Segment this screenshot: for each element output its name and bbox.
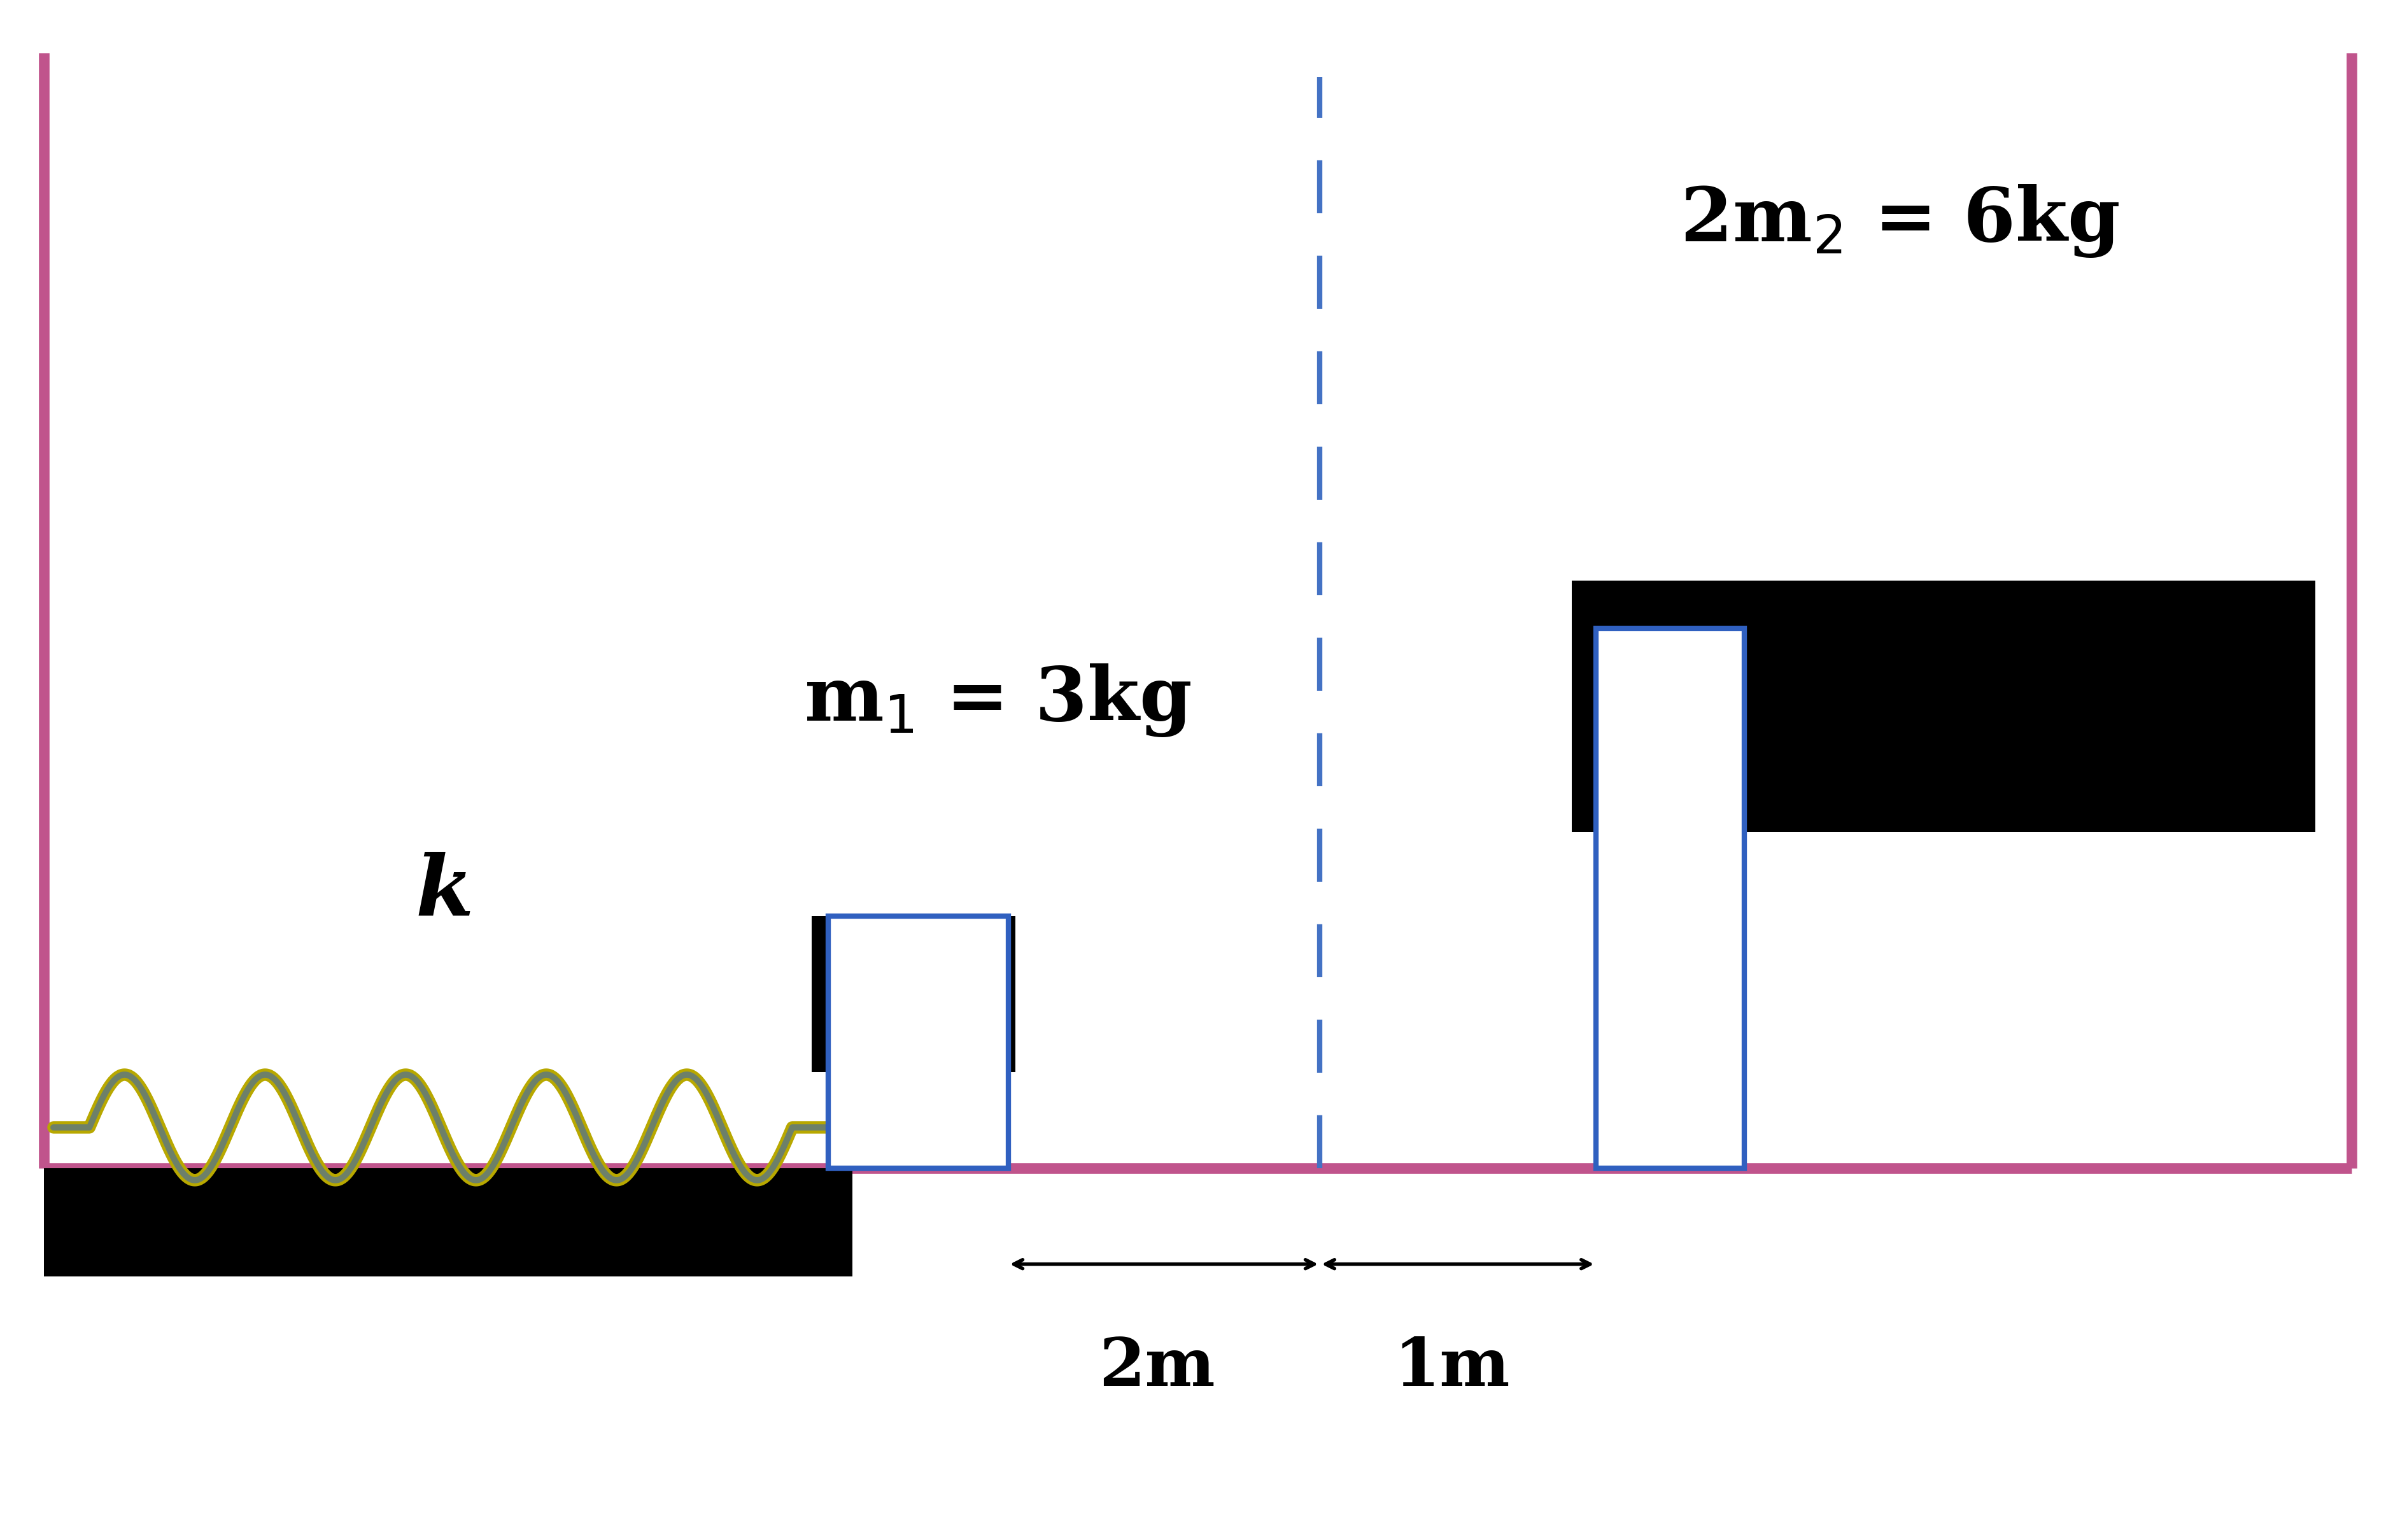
Text: k: k — [415, 852, 473, 933]
Text: 1m: 1m — [1394, 1335, 1510, 1400]
Text: 2m: 2m — [1099, 1335, 1214, 1400]
Bar — [811, 916, 1015, 1072]
Bar — [828, 916, 1008, 1169]
Text: m$_1$ = 3kg: m$_1$ = 3kg — [804, 662, 1190, 739]
Bar — [43, 1169, 852, 1277]
Bar — [1596, 628, 1745, 1169]
Text: 2m$_2$ = 6kg: 2m$_2$ = 6kg — [1680, 182, 2119, 259]
Bar — [1572, 581, 2316, 832]
